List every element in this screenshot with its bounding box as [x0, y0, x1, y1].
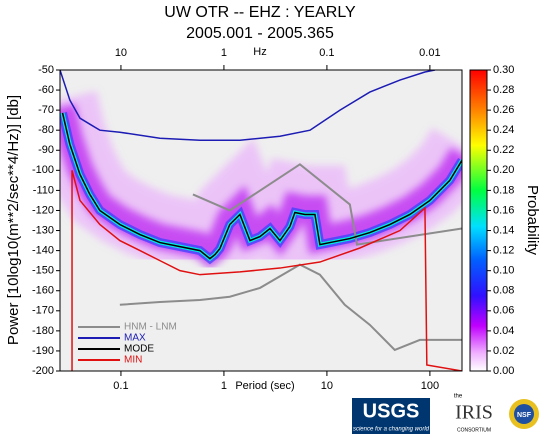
colorbar-label: Probability [524, 185, 541, 256]
y-tick-label: -110 [33, 184, 54, 196]
iris-top: the [454, 394, 463, 400]
series-line [60, 70, 436, 141]
usgs-logo [352, 398, 430, 434]
x-tick-label: 100 [421, 380, 439, 392]
colorbar-tick-label: 0.12 [493, 245, 514, 257]
colorbar-tick-label: 0.18 [493, 184, 514, 196]
usgs-text: USGS [363, 400, 420, 422]
colorbar-tick-label: 0.10 [493, 265, 514, 277]
legend-label: MAX [124, 333, 146, 344]
y-tick-label: -140 [32, 245, 54, 257]
y-tick-label: -190 [32, 345, 54, 357]
nsf-text: NSF [517, 412, 532, 419]
y-tick-label: -120 [32, 204, 54, 216]
colorbar-tick-label: 0.30 [493, 64, 514, 76]
y-tick-label: -70 [38, 104, 54, 116]
plot-frame [59, 69, 463, 372]
y-tick-label: -150 [32, 265, 54, 277]
y-tick-label: -60 [38, 84, 54, 96]
y-tick-label: -90 [38, 144, 54, 156]
x-tick-label: 10 [321, 380, 333, 392]
chart-subtitle: 2005.001 - 2005.365 [186, 25, 334, 42]
density-core [60, 103, 462, 270]
y-axis-label: Power [10log10(m**2/sec**4/Hz)] [db] [5, 95, 22, 345]
colorbar-tick-label: 0.22 [493, 144, 514, 156]
plot-layer [60, 70, 462, 371]
chart-title: UW OTR -- EHZ : YEARLY [164, 4, 356, 21]
y-tick-label: -180 [32, 325, 54, 337]
y-tick-label: -100 [32, 164, 54, 176]
y-tick-label: -200 [32, 365, 54, 377]
y-tick-label: -170 [32, 305, 54, 317]
colorbar-tick-label: 0.14 [493, 224, 514, 236]
x2-tick-label: 0.1 [319, 47, 334, 59]
colorbar-tick-label: 0.16 [493, 204, 514, 216]
colorbar [469, 69, 488, 372]
colorbar-tick-label: 0.24 [493, 124, 514, 136]
legend-label: MIN [124, 355, 142, 366]
series-line [71, 170, 462, 371]
colorbar-tick-label: 0.20 [493, 164, 514, 176]
x-tick-label: 1 [221, 380, 227, 392]
legend-label: MODE [124, 344, 154, 355]
colorbar-tick-label: 0.04 [493, 325, 514, 337]
y-tick-label: -80 [38, 124, 54, 136]
x2-tick-label: 1 [221, 47, 227, 59]
iris-bottom: CONSORTIUM [457, 427, 491, 433]
logos: USGS science for a changing world the IR… [352, 394, 539, 434]
x2-tick-label: 0.01 [419, 47, 440, 59]
iris-text: IRIS [455, 402, 493, 424]
nsf-inner [514, 404, 534, 424]
y-tick-label: -160 [32, 285, 54, 297]
series-line [61, 112, 462, 260]
usgs-tagline: science for a changing world [353, 427, 430, 433]
colorbar-tick-label: 0.08 [493, 285, 514, 297]
x2-tick-label: 10 [115, 47, 127, 59]
colorbar-tick-label: 0.26 [493, 104, 514, 116]
colorbar-tick-label: 0.06 [493, 305, 514, 317]
x-axis-label: Period (sec) [235, 380, 294, 392]
colorbar-tick-label: 0.02 [493, 345, 514, 357]
colorbar-tick-label: 0.00 [493, 365, 514, 377]
colorbar-tick-label: 0.28 [493, 84, 514, 96]
y-tick-label: -50 [38, 64, 54, 76]
legend-label: HNM - LNM [124, 322, 177, 333]
x-tick-label: 0.1 [113, 380, 128, 392]
y-tick-label: -130 [32, 224, 54, 236]
x2-axis-label: Hz [253, 46, 266, 58]
